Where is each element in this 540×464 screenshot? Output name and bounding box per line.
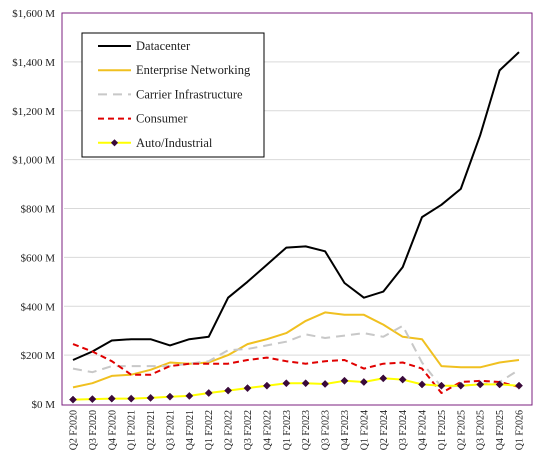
data-point: [437, 381, 446, 390]
x-tick-label: Q2 F2025: [456, 410, 467, 450]
data-point: [301, 379, 310, 388]
y-tick-label: $0 M: [31, 399, 55, 411]
x-tick-label: Q3 F2024: [398, 410, 409, 450]
data-point: [340, 376, 349, 385]
y-tick-label: $800 M: [20, 204, 55, 216]
x-tick-label: Q4 F2020: [107, 410, 118, 450]
y-tick-label: $200 M: [20, 350, 55, 362]
legend-label: Consumer: [136, 112, 188, 126]
x-tick-label: Q2 F2022: [224, 410, 235, 450]
legend-label: Enterprise Networking: [136, 63, 251, 77]
y-tick-label: $600 M: [20, 252, 55, 264]
data-point: [515, 381, 523, 390]
x-tick-label: Q4 F2023: [340, 410, 351, 450]
data-point: [321, 380, 330, 388]
x-tick-label: Q1 F2023: [282, 410, 293, 450]
x-tick-label: Q2 F2023: [301, 410, 312, 450]
data-point: [456, 381, 465, 390]
x-tick-label: Q2 F2020: [69, 410, 80, 450]
series-line: [72, 343, 520, 394]
chart-frame: [61, 12, 533, 406]
series-carrier-infrastructure: [72, 324, 520, 388]
legend-label: Carrier Infrastructure: [136, 87, 243, 101]
x-tick-label: Q3 F2022: [243, 410, 254, 450]
x-tick-label: Q4 F2022: [262, 410, 273, 450]
series-enterprise-networking: [72, 311, 520, 389]
data-point: [166, 392, 174, 401]
data-point: [243, 384, 252, 393]
data-point: [204, 389, 213, 397]
x-tick-label: Q2 F2021: [146, 410, 157, 450]
series-datacenter: [72, 51, 520, 361]
series-line: [72, 51, 520, 361]
data-point: [398, 375, 407, 384]
data-point: [476, 380, 485, 389]
series-lines: [69, 51, 523, 404]
legend-marker: [110, 139, 119, 147]
x-tick-label: Q1 F2021: [127, 410, 138, 450]
data-point: [418, 380, 426, 389]
series-line: [72, 377, 520, 401]
data-point: [146, 393, 155, 402]
x-tick-label: Q4 F2025: [495, 410, 506, 450]
data-point: [127, 394, 136, 403]
data-point: [282, 379, 291, 388]
data-point: [88, 395, 97, 404]
y-tick-label: $1,600 M: [12, 8, 55, 20]
x-tick-label: Q2 F2024: [379, 410, 390, 450]
series-auto-industrial: [69, 374, 523, 404]
x-tick-label: Q3 F2025: [476, 410, 487, 450]
x-tick-label: Q3 F2020: [88, 410, 99, 450]
y-tick-label: $1,400 M: [12, 57, 55, 69]
y-tick-label: $400 M: [20, 301, 55, 313]
legend-box: [81, 32, 265, 158]
x-tick-label: Q3 F2023: [321, 410, 332, 450]
legend: Datacenter Enterprise Networking Carrier I…: [81, 32, 265, 158]
x-tick-label: Q3 F2021: [165, 410, 176, 450]
y-tick-label: $1,200 M: [12, 106, 55, 118]
data-point: [224, 386, 233, 395]
x-tick-label: Q1 F2026: [515, 410, 526, 450]
x-tick-label: Q4 F2024: [418, 410, 429, 450]
data-point: [359, 378, 368, 386]
y-axis-ticks: $0 M $200 M $400 M $600 M $800 M $1,000 M $1,2…: [12, 8, 55, 411]
data-point: [69, 395, 77, 404]
series-consumer: [72, 343, 520, 394]
data-point: [262, 381, 271, 390]
x-tick-label: Q1 F2025: [437, 410, 448, 450]
data-point: [495, 380, 504, 389]
x-tick-label: Q1 F2022: [204, 410, 215, 450]
data-point: [379, 374, 388, 383]
x-axis-ticks: Q2 F2020 Q3 F2020 Q4 F2020 Q1 F2021 Q2 F2021…: [69, 410, 526, 450]
data-point: [185, 391, 194, 400]
x-tick-label: Q1 F2024: [359, 410, 370, 450]
y-tick-label: $1,000 M: [12, 155, 55, 167]
legend-label: Datacenter: [136, 39, 191, 53]
series-line: [72, 324, 520, 388]
series-line: [72, 311, 520, 389]
x-tick-label: Q4 F2021: [185, 410, 196, 450]
legend-label: Auto/Industrial: [136, 136, 213, 150]
data-point: [107, 394, 116, 403]
